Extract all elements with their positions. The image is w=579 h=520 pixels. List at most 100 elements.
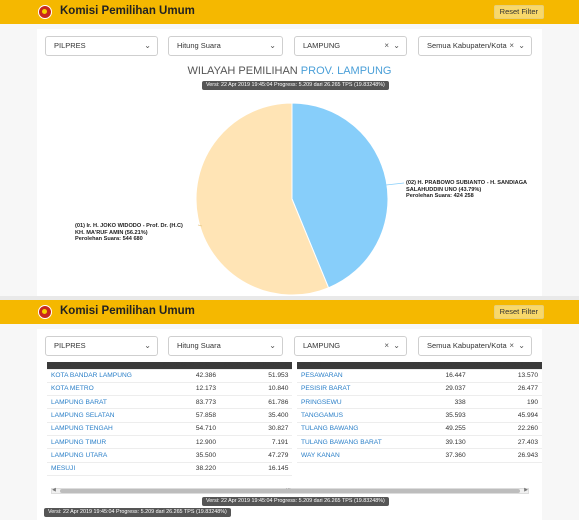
clear-icon[interactable]: × [384, 341, 389, 350]
chevron-down-icon: ⌄ [393, 341, 400, 350]
app-title: Komisi Pemilihan Umum [60, 5, 195, 17]
votes-02-cell: 22.260 [469, 422, 542, 436]
votes-02-cell: 47.279 [220, 448, 293, 463]
chart-card: WILAYAH PEMILIHAN PROV. LAMPUNG Versi: 2… [37, 63, 542, 296]
chevron-down-icon: ⌄ [518, 41, 525, 50]
province-select[interactable]: LAMPUNG × ⌄ [294, 336, 407, 356]
table-row: MESUJI 38.220 16.145 [47, 462, 293, 476]
region-link[interactable]: MESUJI [47, 462, 159, 476]
region-link[interactable]: TULANG BAWANG BARAT [297, 435, 409, 450]
table-row: PESISIR BARAT 29.037 26.477 [297, 382, 542, 397]
chevron-down-icon: ⌄ [269, 341, 276, 350]
screenshot-table: Komisi Pemilihan Umum Reset Filter PILPR… [0, 300, 579, 520]
election-select[interactable]: PILPRES ⌄ [45, 336, 158, 356]
version-badge: Versi: 22 Apr 2019 19:45:04 Progress: 5.… [202, 497, 389, 506]
filter-bar: PILPRES ⌄ Hitung Suara ⌄ LAMPUNG × ⌄ Sem… [37, 29, 542, 63]
table-row: KOTA BANDAR LAMPUNG 42.386 51.953 [47, 369, 293, 383]
chevron-down-icon: ⌄ [518, 341, 525, 350]
column-header[interactable]: (01) JOKO WIDODO [159, 362, 220, 370]
region-link[interactable]: PESAWARAN [297, 369, 409, 383]
column-header[interactable]: WILAYAH [297, 362, 409, 370]
region-link[interactable]: PESISIR BARAT [297, 382, 409, 397]
region-link[interactable]: LAMPUNG BARAT [47, 395, 159, 410]
region-link[interactable]: TULANG BAWANG [297, 422, 409, 436]
votes-02-cell: 13.570 [469, 369, 542, 383]
mode-value: Hitung Suara [177, 341, 221, 350]
scroll-left-icon[interactable]: ◀ [52, 487, 56, 493]
province-select[interactable]: LAMPUNG × ⌄ [294, 36, 407, 56]
votes-02-cell: 26.477 [469, 382, 542, 397]
clear-icon[interactable]: × [384, 41, 389, 50]
votes-02-cell: 51.953 [220, 369, 293, 383]
mode-select[interactable]: Hitung Suara ⌄ [168, 36, 283, 56]
region-link[interactable]: WAY KANAN [297, 448, 409, 463]
table-row: WAY KANAN 37.360 26.943 [297, 448, 542, 463]
chevron-down-icon: ⌄ [144, 341, 151, 350]
clear-icon[interactable]: × [509, 41, 514, 50]
district-select[interactable]: Semua Kabupaten/Kota × ⌄ [418, 336, 532, 356]
district-value: Semua Kabupaten/Kota [427, 341, 507, 350]
horizontal-scrollbar[interactable]: ◀ ... ▶ [51, 485, 529, 494]
votes-01-cell: 338 [408, 395, 470, 410]
table-row: PESAWARAN 16.447 13.570 [297, 369, 542, 383]
table-row: LAMPUNG TENGAH 54.710 30.827 [47, 422, 293, 436]
logo-icon [38, 5, 52, 19]
pie-connector-01 [197, 224, 203, 227]
region-link[interactable]: KOTA BANDAR LAMPUNG [47, 369, 159, 383]
region-link[interactable]: LAMPUNG TENGAH [47, 422, 159, 436]
table-row: LAMPUNG TIMUR 12.900 7.191 [47, 435, 293, 450]
scroll-thumb[interactable] [60, 489, 520, 493]
table-header-row: WILAYAH (01) JOKO WIDODO (02) PRABOWO SU… [47, 362, 293, 370]
logo-icon [38, 305, 52, 319]
clear-icon[interactable]: × [509, 341, 514, 350]
column-header[interactable]: WILAYAH [47, 362, 159, 370]
region-link[interactable]: LAMPUNG UTARA [47, 448, 159, 463]
chevron-down-icon: ⌄ [144, 41, 151, 50]
version-badge: Versi: 22 Apr 2019 19:45:04 Progress: 5.… [202, 81, 389, 90]
chart-title-prefix: WILAYAH PEMILIHAN [187, 65, 298, 77]
votes-01-cell: 35.500 [159, 448, 220, 463]
chevron-down-icon: ⌄ [393, 41, 400, 50]
region-link[interactable]: KOTA METRO [47, 382, 159, 397]
reset-filter-button[interactable]: Reset Filter [493, 305, 544, 319]
votes-02-cell: 35.400 [220, 408, 293, 423]
scroll-right-icon[interactable]: ▶ [524, 487, 528, 493]
pie-label-02-line1: (02) H. PRABOWO SUBIANTO - H. SANDIAGA [406, 180, 528, 186]
pie-label-02-line3: Perolehan Suara: 424 258 [406, 193, 474, 199]
pie-label-01-line3: Perolehan Suara: 544 680 [75, 236, 143, 242]
votes-02-cell: 30.827 [220, 422, 293, 436]
region-link[interactable]: TANGGAMUS [297, 408, 409, 423]
province-value: LAMPUNG [303, 341, 341, 350]
region-link[interactable]: PRINGSEWU [297, 395, 409, 410]
election-select[interactable]: PILPRES ⌄ [45, 36, 158, 56]
votes-01-cell: 12.900 [159, 435, 220, 450]
votes-02-cell: 190 [469, 395, 542, 410]
pie-label-01: (01) Ir. H. JOKO WIDODO - Prof. Dr. (H.C… [75, 223, 200, 243]
table-row: PRINGSEWU 338 190 [297, 395, 542, 410]
votes-02-cell: 45.994 [469, 408, 542, 423]
votes-02-cell: 26.943 [469, 448, 542, 463]
table-header-row: WILAYAH (01) JOKO WIDODO (02) PRABOWO SU… [297, 362, 542, 370]
region-link[interactable]: LAMPUNG TIMUR [47, 435, 159, 450]
column-header[interactable]: (01) JOKO WIDODO [408, 362, 470, 370]
pie-label-01-line2: KH. MA'RUF AMIN (56.21%) [75, 229, 148, 236]
votes-02-cell: 10.840 [220, 382, 293, 397]
district-select[interactable]: Semua Kabupaten/Kota × ⌄ [418, 36, 532, 56]
chart-title: WILAYAH PEMILIHAN PROV. LAMPUNG [37, 65, 542, 77]
votes-01-cell: 29.037 [408, 382, 470, 397]
district-value: Semua Kabupaten/Kota [427, 41, 507, 50]
votes-01-cell: 54.710 [159, 422, 220, 436]
votes-01-cell: 37.360 [408, 448, 470, 463]
pie-slice-01[interactable] [195, 102, 330, 296]
scroll-grip: ... [286, 485, 291, 491]
election-value: PILPRES [54, 41, 86, 50]
reset-filter-button[interactable]: Reset Filter [493, 5, 544, 19]
column-header[interactable]: (02) PRABOWO SUBIANTO [220, 362, 293, 370]
table-row: LAMPUNG SELATAN 57.858 35.400 [47, 408, 293, 423]
pie-slice-02[interactable] [291, 102, 389, 289]
mode-value: Hitung Suara [177, 41, 221, 50]
mode-select[interactable]: Hitung Suara ⌄ [168, 336, 283, 356]
column-header[interactable]: (02) PRABOWO SUBIANTO [469, 362, 542, 370]
region-link[interactable]: LAMPUNG SELATAN [47, 408, 159, 423]
pie-chart [195, 102, 405, 296]
